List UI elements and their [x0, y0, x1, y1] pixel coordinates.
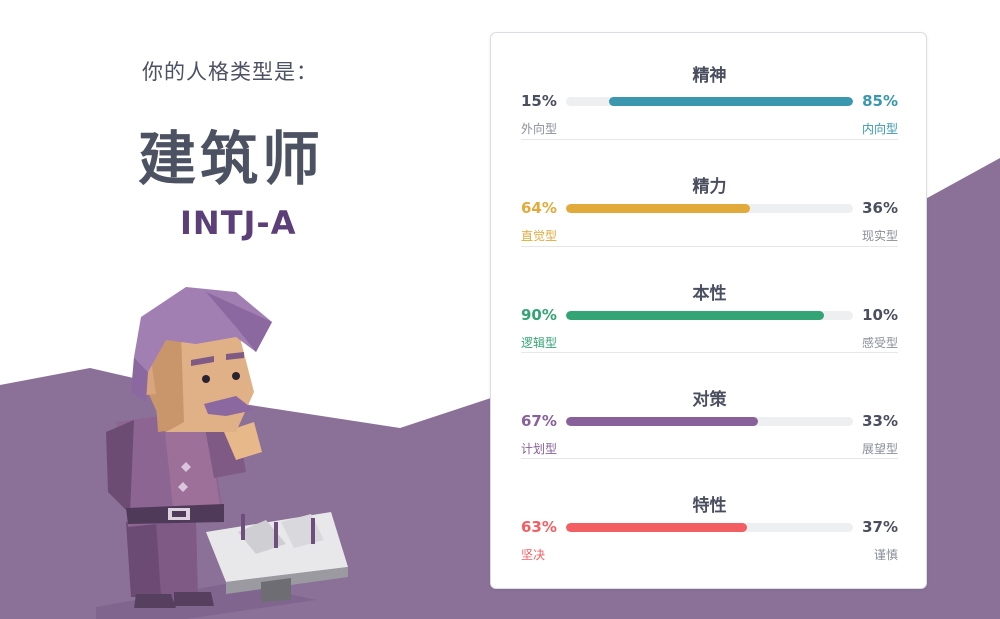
trait-row: 本性 90% 10% 逻辑型 感受型	[521, 246, 898, 352]
architect-character-illustration	[96, 287, 348, 619]
trait-right-label: 谨慎	[873, 548, 898, 562]
trait-bar-track	[566, 523, 853, 532]
trait-left-percent: 64%	[521, 199, 557, 217]
traits-card: 精神 15% 85% 外向型 内向型精力 64% 36% 直觉型 现实型本性 90% 10% 逻辑型 感…	[490, 32, 927, 589]
trait-title: 精力	[692, 177, 727, 197]
trait-bar-track	[566, 311, 853, 320]
trait-row: 对策 67% 33% 计划型 展望型	[521, 352, 898, 458]
personality-type-intro: 你的人格类型是：	[142, 60, 318, 84]
trait-right-percent: 33%	[862, 412, 898, 430]
trait-right-label: 现实型	[861, 229, 898, 243]
trait-bar-fill	[566, 523, 747, 532]
trait-bar-track	[566, 417, 853, 426]
trait-bar-fill	[566, 417, 758, 426]
trait-title: 本性	[692, 284, 727, 304]
trait-left-percent: 15%	[521, 92, 557, 110]
trait-right-percent: 36%	[862, 199, 898, 217]
trait-left-label: 计划型	[521, 442, 558, 456]
trait-right-label: 内向型	[861, 122, 898, 136]
trait-bar-fill	[566, 311, 824, 320]
trait-bar-fill	[609, 97, 853, 106]
trait-left-label: 坚决	[521, 548, 546, 562]
trait-left-percent: 90%	[521, 306, 557, 324]
trait-left-label: 外向型	[521, 122, 558, 136]
trait-bar-track	[566, 97, 853, 106]
trait-bar-track	[566, 204, 853, 213]
trait-right-percent: 85%	[862, 92, 898, 110]
trait-left-label: 逻辑型	[521, 336, 558, 350]
trait-title: 精神	[692, 66, 727, 86]
personality-type-code: INTJ-A	[180, 204, 297, 242]
trait-right-label: 展望型	[861, 442, 898, 456]
trait-row: 精神 15% 85% 外向型 内向型	[521, 33, 898, 139]
personality-type-name: 建筑师	[138, 125, 325, 193]
trait-title: 特性	[692, 496, 727, 516]
trait-row: 特性 63% 37% 坚决 谨慎	[521, 458, 898, 564]
trait-left-label: 直觉型	[521, 229, 558, 243]
trait-right-label: 感受型	[861, 336, 898, 350]
trait-right-percent: 10%	[862, 306, 898, 324]
trait-left-percent: 67%	[521, 412, 557, 430]
trait-right-percent: 37%	[862, 518, 898, 536]
trait-left-percent: 63%	[521, 518, 557, 536]
trait-row: 精力 64% 36% 直觉型 现实型	[521, 139, 898, 245]
trait-title: 对策	[692, 390, 727, 410]
trait-bar-fill	[566, 204, 750, 213]
